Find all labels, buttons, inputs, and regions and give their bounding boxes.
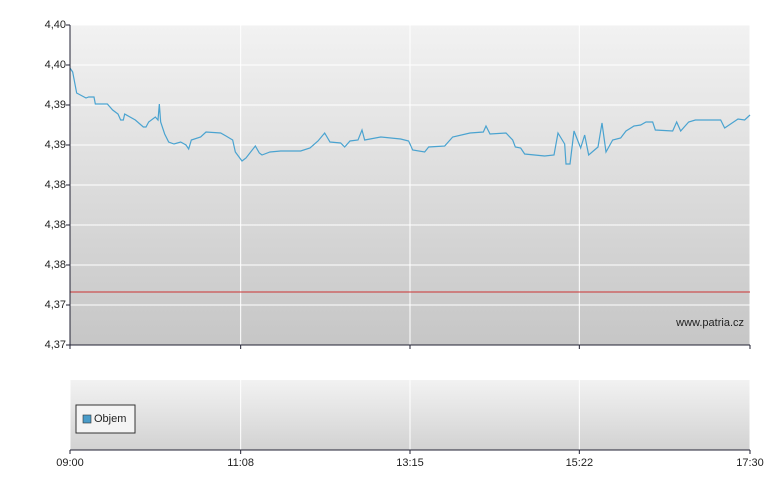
legend: Objem [75,404,136,434]
y-tick-label: 4,37 [45,299,66,311]
y-tick-label: 4,40 [45,59,66,71]
x-tick-label: 09:00 [56,457,84,469]
x-tick-label: 13:15 [396,457,424,469]
watermark: www.patria.cz [675,317,744,329]
y-tick-label: 4,38 [45,179,66,191]
x-tick-label: 11:08 [227,457,254,469]
price-line [69,67,751,165]
y-tick-label: 4,39 [45,139,66,151]
x-tick-label: 15:22 [566,457,594,469]
legend-label: Objem [94,413,126,425]
y-tick-label: 4,40 [45,19,66,31]
y-tick-label: 4,38 [45,219,66,231]
y-tick-label: 4,38 [45,259,66,271]
x-tick-label: 17:30 [736,457,764,469]
y-tick-label: 4,37 [45,339,66,351]
y-tick-label: 4,39 [45,99,66,111]
legend-swatch [82,414,92,424]
